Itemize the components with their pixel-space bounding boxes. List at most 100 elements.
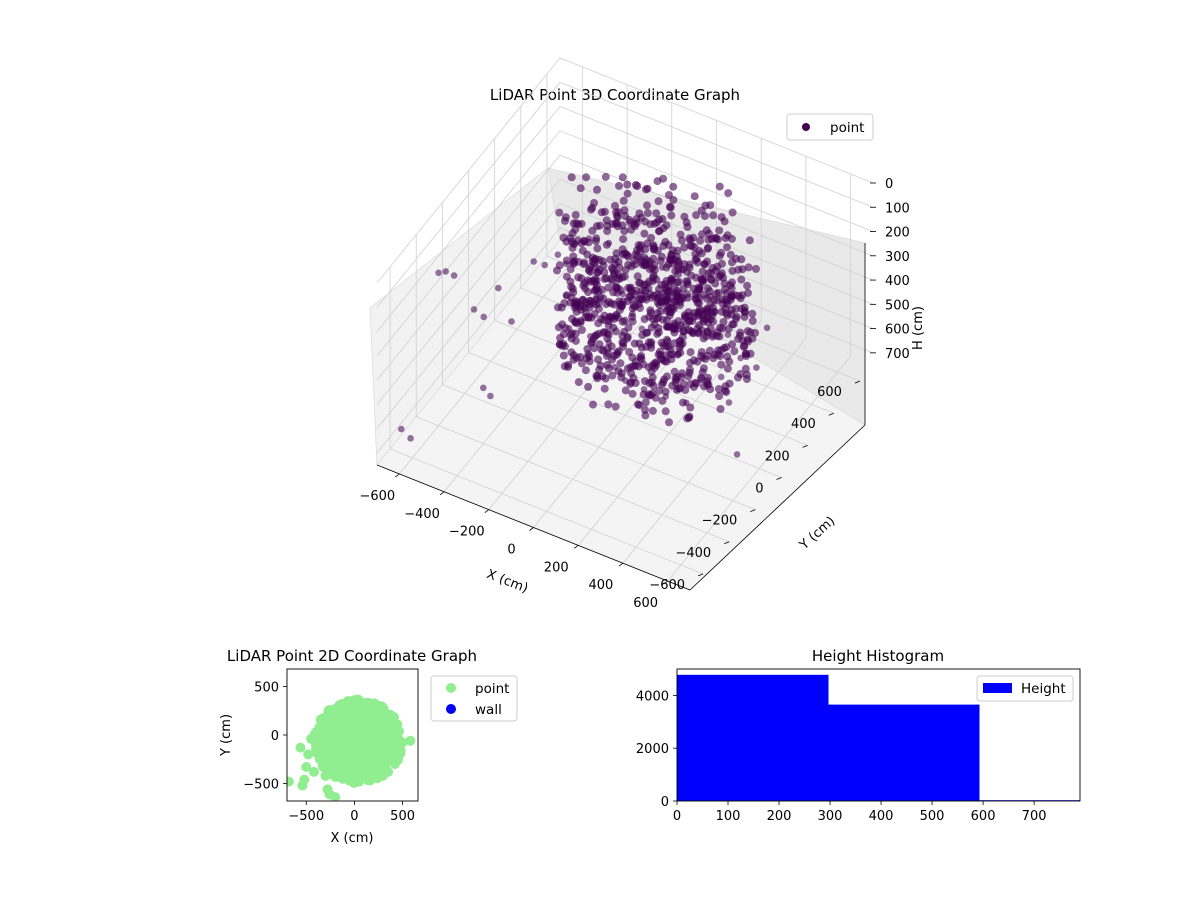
scatter3d-cluster-point xyxy=(723,243,731,252)
scatter3d-cluster-point xyxy=(690,192,699,201)
scatter3d-cluster-point xyxy=(635,339,644,348)
scatter3d-x-tick xyxy=(484,509,490,513)
scatter3d-cluster-point xyxy=(652,209,661,218)
scatter3d-cluster-point xyxy=(603,227,612,235)
scatter3d-cluster-point xyxy=(697,375,706,384)
scatter3d-cluster-point xyxy=(566,265,575,274)
scatter3d-cluster-point xyxy=(717,360,726,369)
scatter3d-cluster-point xyxy=(564,360,573,369)
scatter3d-point xyxy=(495,284,502,292)
scatter3d-cluster-point xyxy=(652,358,661,367)
histogram-x-tick-label: 500 xyxy=(920,809,945,824)
scatter2d-point xyxy=(395,745,406,756)
scatter3d-cluster-point xyxy=(692,273,701,282)
scatter3d-cluster-point xyxy=(736,370,745,378)
scatter3d-cluster-point xyxy=(688,317,697,326)
scatter2d-xlabel: X (cm) xyxy=(331,831,374,846)
scatter3d-cluster-point xyxy=(631,260,640,269)
scatter3d-cluster-point xyxy=(569,252,578,261)
scatter3d-cluster-point xyxy=(659,341,668,350)
scatter3d-cluster-point xyxy=(706,300,715,309)
scatter3d-z-tick-label: 700 xyxy=(885,347,910,362)
scatter3d-cluster-point xyxy=(695,299,704,308)
scatter3d-point xyxy=(563,260,570,268)
scatter3d-cluster-point xyxy=(631,222,639,231)
scatter2d-point xyxy=(306,733,317,744)
scatter3d-cluster-point xyxy=(599,294,608,303)
scatter2d-point xyxy=(384,726,395,737)
histogram-ticks: 0 100 200 300 400 500 600 700 0 2000 4000 xyxy=(636,689,1047,824)
scatter3d-cluster-point xyxy=(582,173,591,182)
scatter3d-cluster-point xyxy=(573,298,582,307)
scatter3d-cluster-point xyxy=(724,189,733,198)
scatter3d-point xyxy=(611,363,618,371)
scatter3d-y-tick-label: 200 xyxy=(765,449,790,464)
scatter3d-grid-y xyxy=(389,448,704,575)
scatter3d-point xyxy=(733,451,741,458)
histogram-y-tick-label: 2000 xyxy=(636,742,669,757)
scatter3d-cluster-point xyxy=(666,203,675,212)
scatter3d-point xyxy=(487,392,494,400)
scatter3d-y-tick xyxy=(750,509,756,513)
scatter3d-cluster-point xyxy=(697,348,706,357)
scatter3d-cluster-point xyxy=(687,327,696,336)
scatter3d-cluster-point xyxy=(646,308,655,317)
scatter3d-cluster-point xyxy=(706,324,715,333)
scatter3d-cluster-point xyxy=(592,222,601,231)
scatter3d-grid-y xyxy=(416,416,730,543)
scatter3d-cluster-point xyxy=(661,351,670,360)
scatter3d-point xyxy=(442,268,450,275)
histogram-bar xyxy=(828,704,980,801)
histogram-x-tick-label: 100 xyxy=(716,809,741,824)
scatter3d-cluster-point xyxy=(699,317,708,326)
scatter2d-point xyxy=(391,737,402,748)
scatter2d-cluster-point xyxy=(379,755,390,766)
scatter3d-x-tick xyxy=(618,562,624,567)
scatter3d-cluster-point xyxy=(641,411,650,420)
scatter2d-cluster-point xyxy=(340,761,351,772)
scatter3d-cluster-point xyxy=(642,185,650,194)
scatter3d-cluster-point xyxy=(620,316,629,325)
scatter3d-point xyxy=(562,292,570,300)
scatter3d-cluster-point xyxy=(648,406,657,415)
scatter3d-x-tick xyxy=(573,545,579,549)
scatter3d-cluster-point xyxy=(623,189,632,198)
scatter3d-cluster-point xyxy=(672,385,681,394)
scatter3d-cluster-point xyxy=(619,196,628,205)
scatter3d-cluster-point xyxy=(596,361,605,370)
scatter3d-cluster-point xyxy=(704,269,713,278)
scatter3d-cluster-point xyxy=(619,235,628,244)
scatter3d-cluster-point xyxy=(658,380,666,389)
histogram-legend-frame xyxy=(976,675,1074,702)
scatter3d-cluster-point xyxy=(617,302,626,311)
scatter3d-cluster-point xyxy=(744,288,752,297)
scatter3d-cluster-point xyxy=(730,347,739,356)
scatter3d-y-tick-label: 400 xyxy=(791,417,816,432)
scatter3d-cluster-point xyxy=(694,308,703,317)
scatter3d-point xyxy=(565,325,573,332)
scatter3d-cluster-point xyxy=(618,273,627,282)
scatter3d-cluster-point xyxy=(676,295,685,304)
scatter3d-cluster-point xyxy=(743,327,752,336)
scatter3d-cluster-point xyxy=(628,295,637,304)
scatter3d-cluster-point xyxy=(741,349,750,358)
histogram-legend-label: Height xyxy=(1021,681,1066,697)
scatter3d-cluster-point xyxy=(709,354,718,363)
scatter3d-cluster-point xyxy=(703,244,712,253)
scatter2d-cluster-point xyxy=(360,731,371,742)
scatter3d-cluster-point xyxy=(727,284,736,293)
scatter3d-legend-label: point xyxy=(830,120,864,136)
scatter3d-cluster-point xyxy=(561,342,569,351)
scatter2d-y-tick-label: 0 xyxy=(271,729,279,744)
scatter2d-legend: point wall xyxy=(430,675,518,722)
scatter3d-cluster-point xyxy=(584,313,593,321)
scatter3d-cluster-point xyxy=(737,275,746,284)
scatter3d-cluster-point xyxy=(644,390,653,399)
scatter3d-point xyxy=(585,235,593,242)
scatter3d-cluster-point xyxy=(717,248,726,257)
scatter3d-cluster-point xyxy=(706,385,715,394)
scatter2d-point xyxy=(344,775,355,786)
scatter3d-cluster-point xyxy=(615,181,623,190)
scatter2d-point xyxy=(287,776,294,787)
